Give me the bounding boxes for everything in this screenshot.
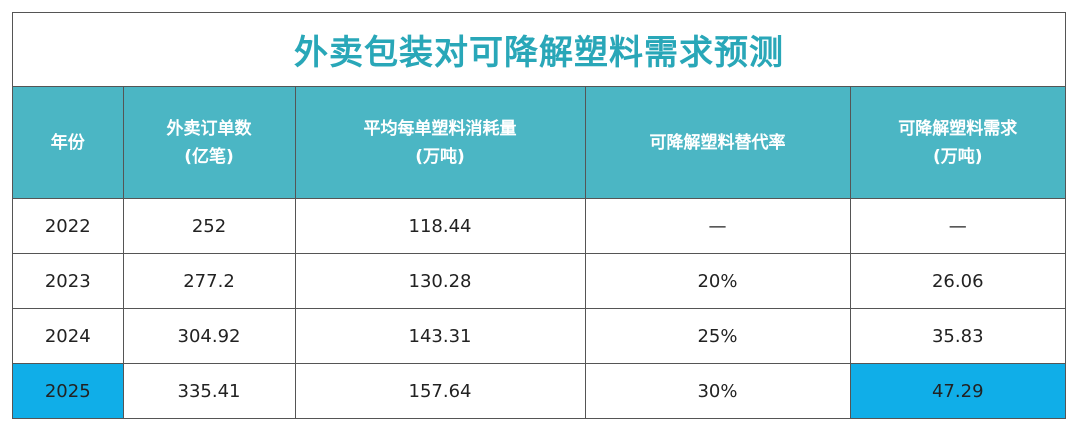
table-row-highlighted: 2025 335.41 157.64 30% 47.29 xyxy=(13,363,1065,418)
forecast-table-frame: 外卖包装对可降解塑料需求预测 年份 外卖订单数 (亿笔) 平均每单塑料消耗量 (… xyxy=(12,12,1066,419)
cell-orders: 335.41 xyxy=(122,363,296,418)
header-avg-unit: (万吨) xyxy=(415,146,465,167)
cell-year: 2022 xyxy=(13,198,124,254)
cell-demand: — xyxy=(849,198,1065,254)
header-rate-label: 可降解塑料替代率 xyxy=(649,132,786,153)
cell-year-highlighted: 2025 xyxy=(13,363,124,418)
header-year-label: 年份 xyxy=(50,132,85,153)
header-replacement-rate: 可降解塑料替代率 xyxy=(584,87,851,199)
cell-avg: 143.31 xyxy=(294,308,586,364)
cell-demand: 35.83 xyxy=(849,308,1065,364)
cell-orders: 277.2 xyxy=(122,253,296,309)
table-row: 2024 304.92 143.31 25% 35.83 xyxy=(13,308,1065,364)
cell-rate: 30% xyxy=(584,363,851,418)
header-avg-consumption: 平均每单塑料消耗量 (万吨) xyxy=(294,87,586,199)
header-orders-label: 外卖订单数 xyxy=(166,118,252,139)
cell-demand: 26.06 xyxy=(849,253,1065,309)
cell-orders: 304.92 xyxy=(122,308,296,364)
header-demand-unit: (万吨) xyxy=(932,146,983,167)
cell-rate: 25% xyxy=(584,308,851,364)
cell-year: 2024 xyxy=(13,308,124,364)
table-title: 外卖包装对可降解塑料需求预测 xyxy=(13,13,1065,87)
header-year: 年份 xyxy=(13,87,124,199)
header-demand-label: 可降解塑料需求 xyxy=(898,118,1018,139)
header-avg-label: 平均每单塑料消耗量 xyxy=(363,118,517,139)
forecast-table: 年份 外卖订单数 (亿笔) 平均每单塑料消耗量 (万吨) 可降解塑料替代率 可降… xyxy=(13,87,1065,418)
cell-orders: 252 xyxy=(122,198,296,254)
header-demand: 可降解塑料需求 (万吨) xyxy=(849,87,1065,199)
cell-rate: — xyxy=(584,198,851,254)
table-row: 2022 252 118.44 — — xyxy=(13,198,1065,254)
header-orders-unit: (亿笔) xyxy=(184,146,234,167)
header-row: 年份 外卖订单数 (亿笔) 平均每单塑料消耗量 (万吨) 可降解塑料替代率 可降… xyxy=(13,87,1065,199)
cell-rate: 20% xyxy=(584,253,851,309)
cell-year: 2023 xyxy=(13,253,124,309)
cell-avg: 118.44 xyxy=(294,198,586,254)
cell-avg: 157.64 xyxy=(294,363,586,418)
table-row: 2023 277.2 130.28 20% 26.06 xyxy=(13,253,1065,309)
header-orders: 外卖订单数 (亿笔) xyxy=(122,87,296,199)
cell-avg: 130.28 xyxy=(294,253,586,309)
cell-demand-highlighted: 47.29 xyxy=(849,363,1065,418)
